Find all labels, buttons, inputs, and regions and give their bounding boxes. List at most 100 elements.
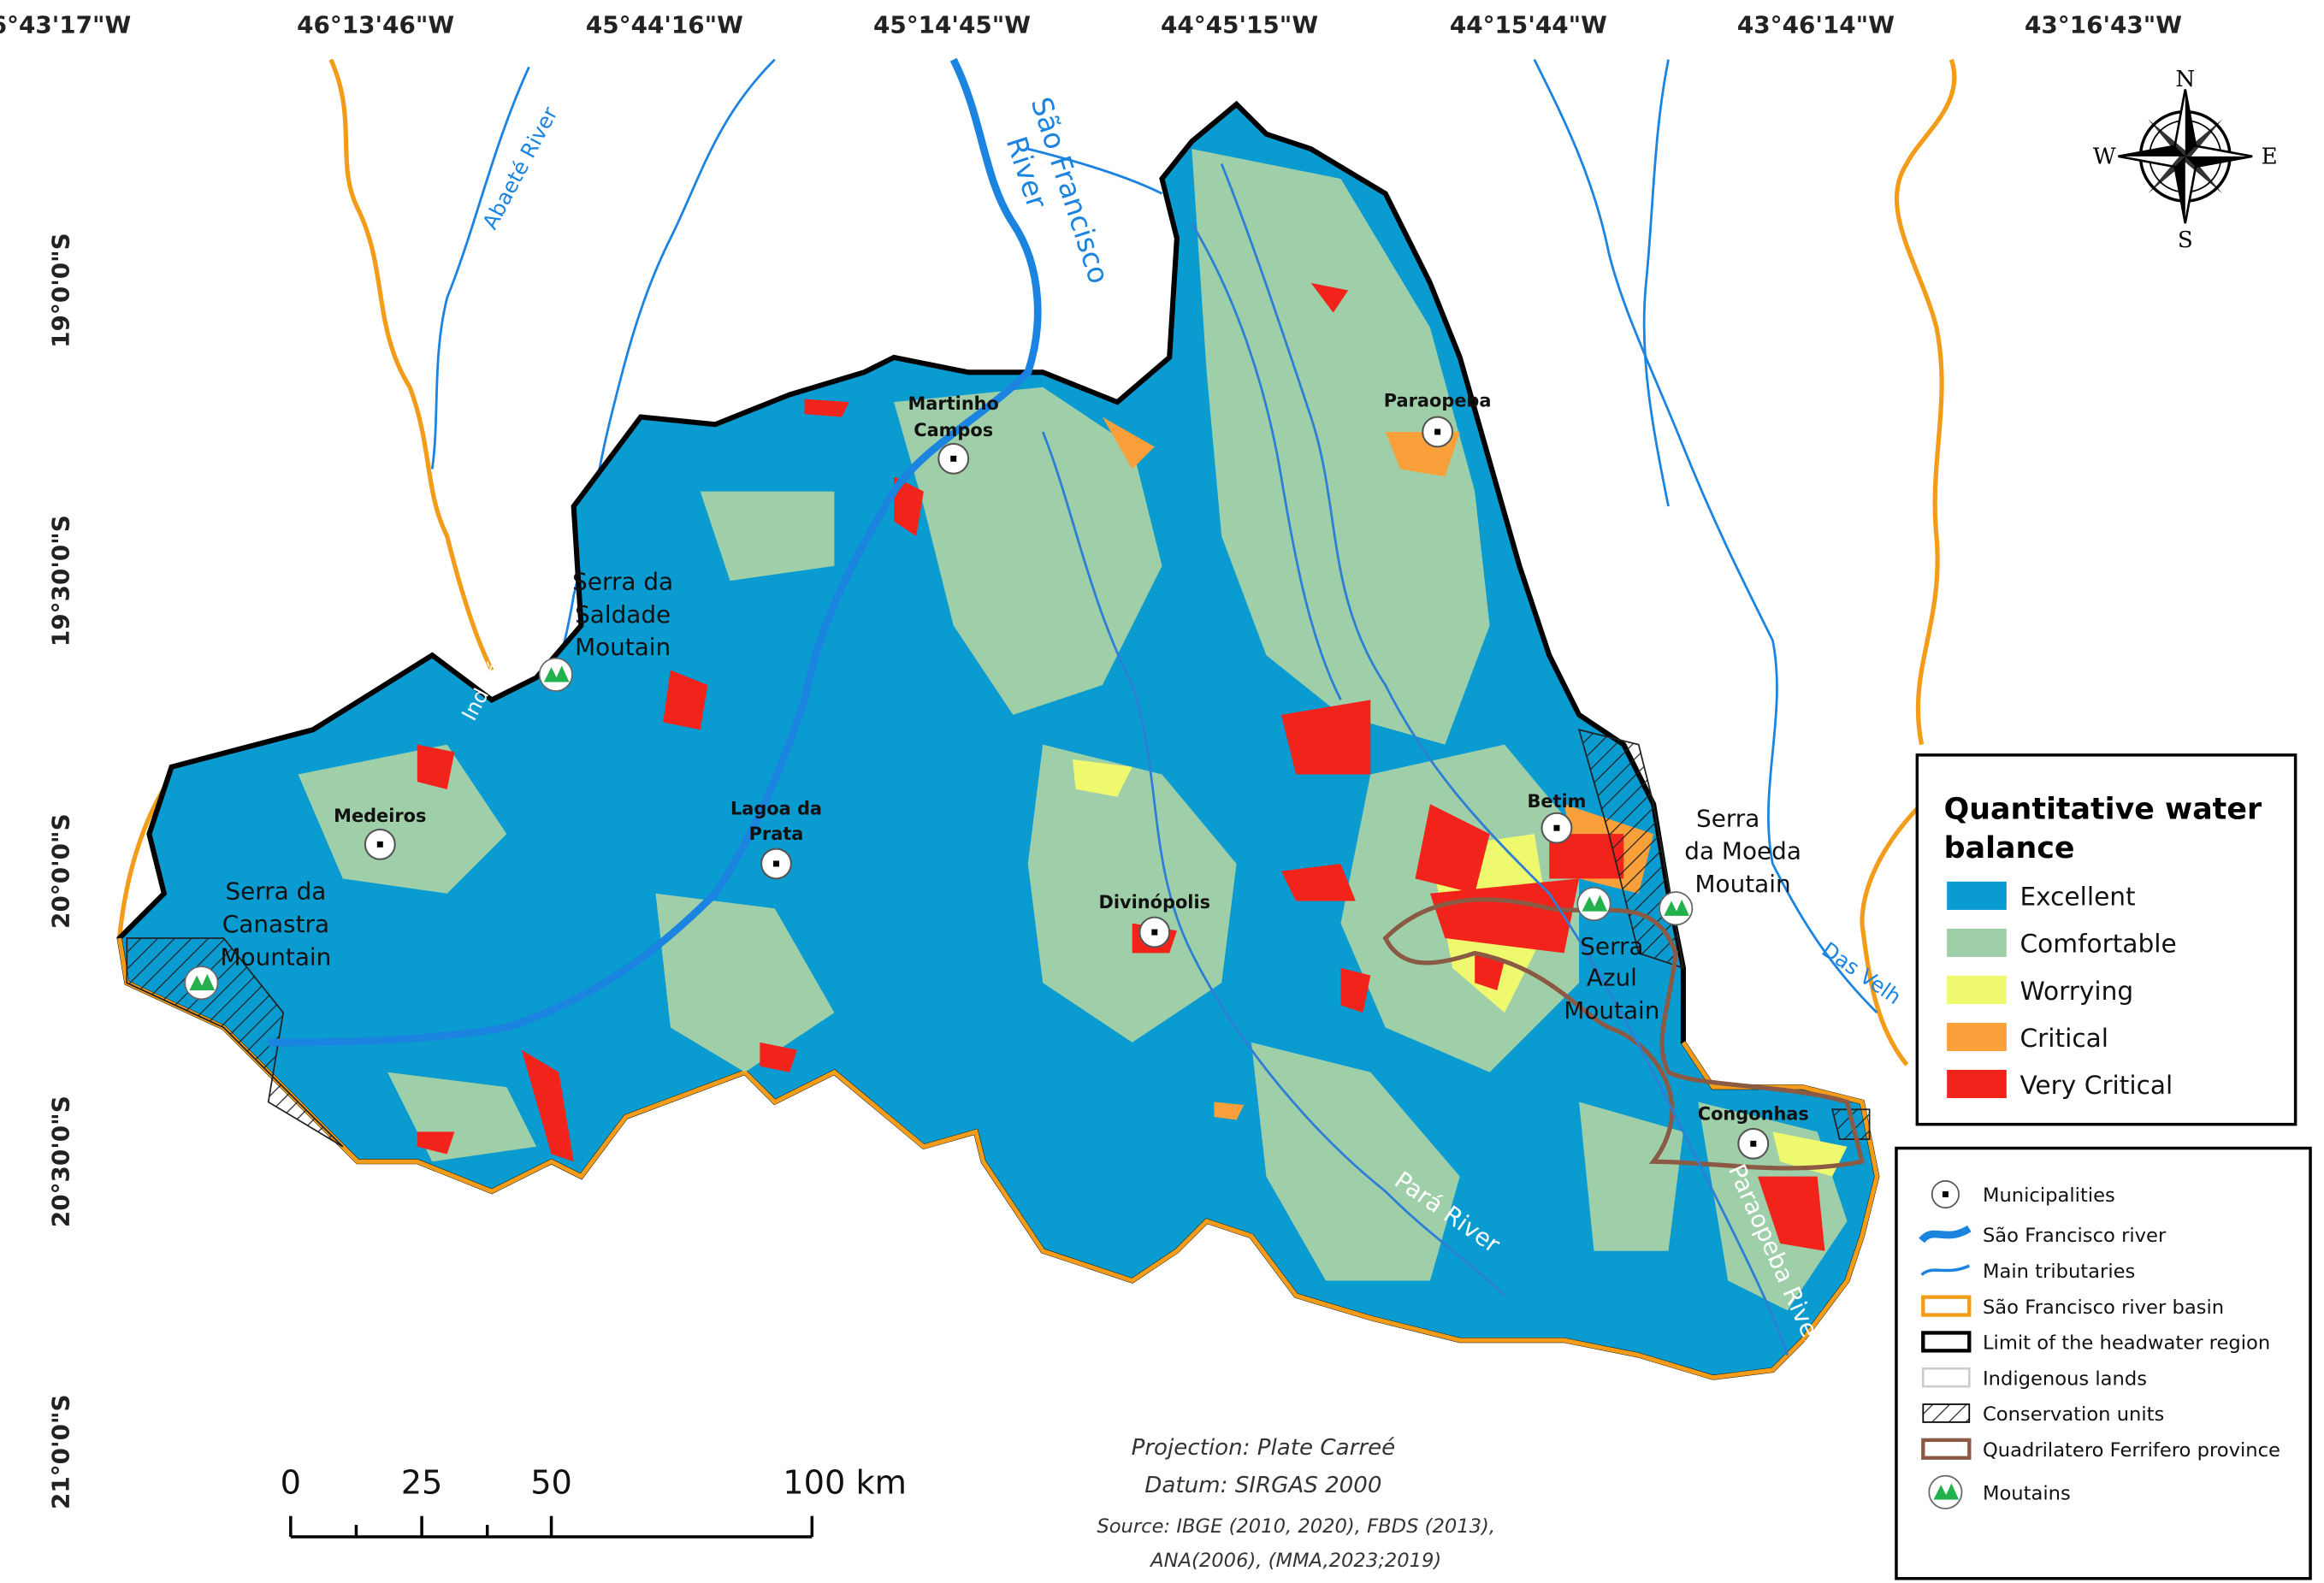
main-tributaries [1220, 163, 1789, 1356]
legend-symbol [1920, 1264, 1970, 1276]
very-critical-zones [1415, 804, 1490, 894]
longitude-label: 43°16'43"W [2025, 10, 2182, 38]
river-label: São FranciscoRiver [991, 93, 1116, 298]
mountain-markers [1659, 891, 1694, 926]
place-label: Betim [1527, 791, 1586, 812]
very-critical-zones [417, 744, 455, 789]
longitude-label: 44°15'44"W [1450, 10, 1607, 38]
municipality-dots [773, 860, 779, 867]
municipality-dots [1151, 929, 1158, 936]
mountain-markers [1582, 895, 1608, 912]
very-critical-zones [663, 670, 708, 730]
tributaries [1027, 147, 1163, 195]
legend-label: São Francisco river basin [1983, 1297, 2224, 1319]
place-label: Martinho Campos [908, 393, 999, 440]
comfortable-zones [1192, 149, 1490, 745]
comfortable-zones [298, 744, 507, 894]
symbol-legend: Municipalities São Francisco river Main tr… [1895, 1146, 2312, 1580]
municipality-dots [1434, 428, 1441, 435]
very-critical-zones [1429, 878, 1580, 954]
scale-label: 100 km [783, 1464, 907, 1503]
legend-symbol [1933, 1483, 1960, 1500]
very-critical-zones [1280, 863, 1356, 901]
very-critical-zones [894, 476, 924, 536]
comfortable-zones [1027, 744, 1237, 1043]
legend-symbol [1922, 1403, 1971, 1423]
legend-title: Quantitative water [1944, 793, 2262, 827]
legend-label: Very Critical [2019, 1071, 2173, 1100]
municipality-dots [1750, 1140, 1757, 1147]
comfortable-zones [700, 491, 835, 582]
place-label: Serra da Moeda Moutain [1684, 804, 1801, 898]
scale-bar [289, 1515, 814, 1539]
very-critical-zones [1549, 834, 1624, 879]
legend-swatch [1947, 881, 2007, 910]
longitude-label: 45°44'16"W [586, 10, 743, 38]
scale-label: 0 [281, 1464, 301, 1503]
compass-rose [2118, 89, 2253, 224]
mountain-markers [1659, 891, 1694, 926]
legend-label: Quadrilatero Ferrifero province [1983, 1439, 2280, 1462]
compass-rose: N E S W [2093, 67, 2278, 253]
map-page: 19°0'0"S 19°30'0"S 20°0'0"S 20°30'0"S 21… [46, 233, 74, 1509]
compass-label: S [2178, 227, 2193, 253]
scale-label: 50 [530, 1464, 572, 1503]
legend-title: balance [1944, 831, 2075, 865]
sao-francisco-river [268, 57, 1042, 1047]
longitude-label: 43°46'14"W [1737, 10, 1895, 38]
note: ANA(2006), (MMA,2023;2019) [1149, 1550, 1441, 1572]
place-label: Congonhas [1698, 1103, 1809, 1124]
municipality-markers [364, 416, 1770, 1160]
very-critical-zones [417, 282, 1825, 1251]
compass-label: E [2262, 145, 2278, 170]
legend-label: Worrying [2019, 977, 2133, 1006]
symbol-legend: Municipalities São Francisco river Main tr… [1919, 1179, 2280, 1509]
mountain-markers [184, 657, 1694, 1001]
legend-label: Conservation units [1983, 1403, 2164, 1426]
place-label: Divinópolis [1099, 892, 1210, 913]
municipality-dots [376, 428, 1757, 1147]
sao-francisco-river [268, 57, 1042, 1047]
basin-lower-edge [117, 937, 1879, 1380]
basin-boundary [1894, 58, 1957, 746]
legend-symbol [1921, 1367, 1971, 1388]
legend-swatch [1947, 928, 2007, 957]
mountain-markers [1576, 886, 1611, 921]
compass-label: W [2093, 145, 2116, 170]
map-page: 46°43'17"W 46°13'46"W 45°44'16"W 45°14'4… [0, 10, 2182, 38]
municipality-dots [376, 841, 383, 848]
symbol-legend [1895, 1146, 2312, 1580]
note: Datum: SIRGAS 2000 [1144, 1473, 1381, 1498]
latitude-label: 20°30'0"S [46, 1096, 74, 1227]
place-label: Lagoa da Prata [730, 798, 822, 844]
latitude-label: 21°0'0"S [46, 1394, 74, 1509]
very-critical-zones [760, 1042, 797, 1072]
critical-zones [1102, 416, 1155, 470]
very-critical-zones [1475, 953, 1505, 990]
note: Source: IBGE (2010, 2020), FBDS (2013), [1097, 1515, 1495, 1538]
very-critical-zones [1340, 967, 1371, 1013]
compass-label: N [2175, 67, 2195, 92]
municipality-dots [950, 455, 957, 462]
comfortable-zones [1579, 1102, 1683, 1251]
conservation-units [1577, 729, 1685, 970]
legend-swatch [1947, 975, 2007, 1004]
legend-symbol [1921, 1331, 1972, 1353]
latitude-label: 19°30'0"S [46, 515, 74, 647]
place-label: Serra Azul Moutain [1564, 932, 1659, 1025]
tributaries [430, 58, 1878, 1014]
very-critical-zones [521, 1049, 574, 1162]
very-critical-zones [417, 1131, 455, 1155]
latitude-label: 19°0'0"S [46, 233, 74, 348]
legend-label: São Francisco river [1983, 1225, 2167, 1247]
legend-label: Moutains [1983, 1482, 2071, 1504]
tributaries [1533, 59, 1878, 1014]
comfortable-zones [1251, 1042, 1460, 1281]
very-critical-zones [804, 399, 849, 417]
main-tributaries [1041, 431, 1505, 1297]
legend-symbol [1942, 1191, 1948, 1198]
scale-label: 25 [401, 1464, 443, 1503]
legend-label: Indigenous lands [1983, 1367, 2147, 1390]
tributaries [1642, 59, 1670, 507]
very-critical-zones [1280, 700, 1371, 775]
